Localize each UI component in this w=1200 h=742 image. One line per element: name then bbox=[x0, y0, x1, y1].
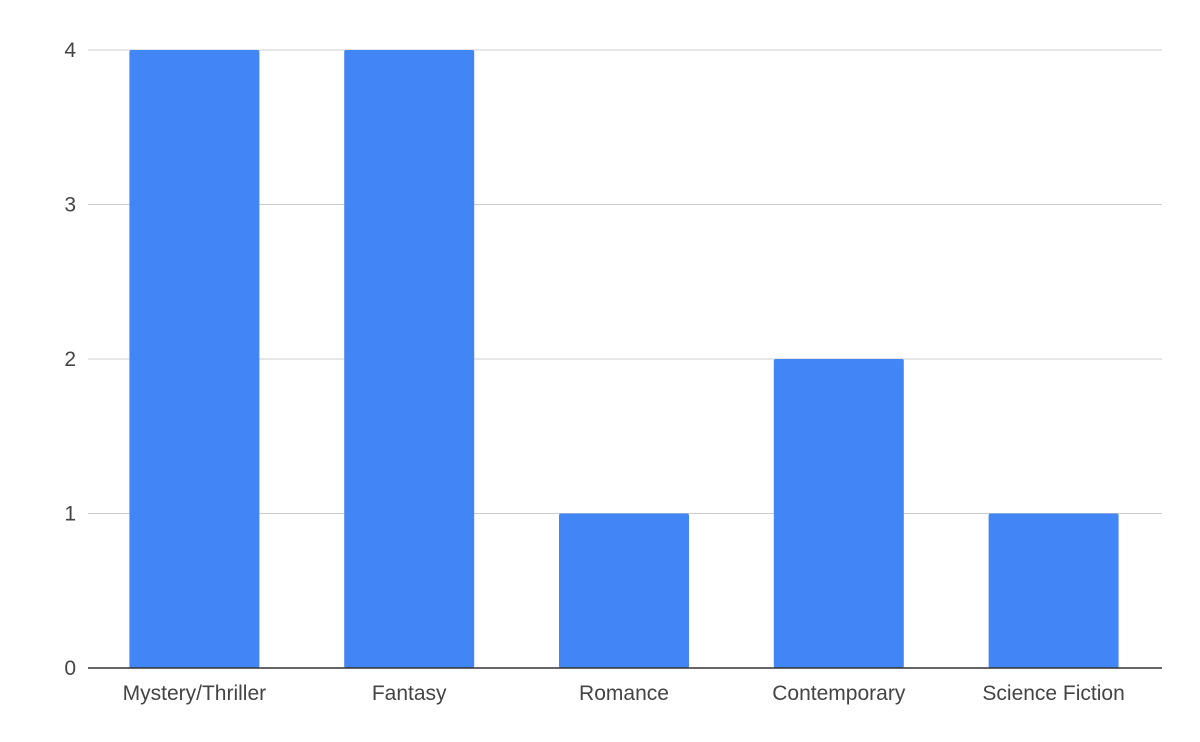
y-tick-label: 0 bbox=[64, 657, 76, 680]
y-tick-label: 2 bbox=[64, 348, 76, 371]
bar bbox=[988, 513, 1119, 668]
y-tick-label: 3 bbox=[64, 194, 76, 217]
x-category-label: Romance bbox=[579, 682, 669, 705]
x-category-label: Fantasy bbox=[372, 682, 447, 705]
x-category-label: Contemporary bbox=[772, 682, 906, 705]
bar bbox=[129, 50, 260, 668]
y-tick-label: 1 bbox=[64, 503, 76, 526]
x-category-label: Mystery/Thriller bbox=[123, 682, 267, 705]
bar bbox=[559, 513, 689, 668]
bars bbox=[129, 50, 1119, 668]
x-category-label: Science Fiction bbox=[982, 682, 1124, 705]
y-axis-ticks: 0 1 2 3 4 bbox=[64, 39, 76, 680]
x-axis-labels: Mystery/Thriller Fantasy Romance Contempora… bbox=[123, 682, 1125, 705]
y-tick-label: 4 bbox=[64, 39, 76, 62]
bar bbox=[344, 50, 475, 668]
bar bbox=[773, 359, 904, 668]
